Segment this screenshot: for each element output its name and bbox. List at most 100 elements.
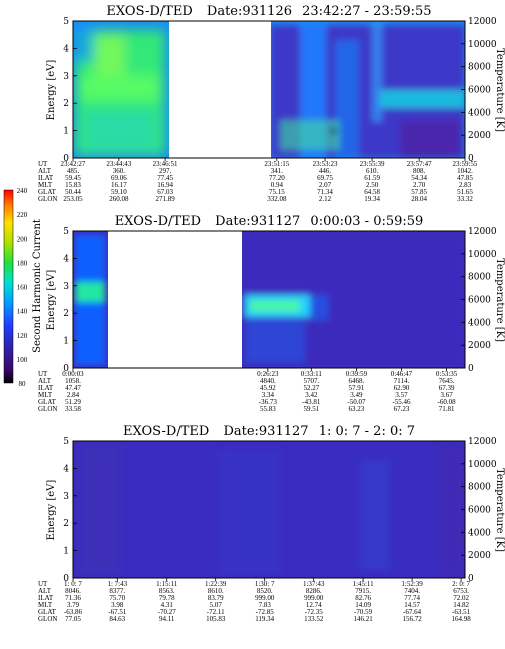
orbit-value: 3.67 [440,391,453,399]
orbit-value: 59.51 [303,405,319,413]
y-right-tick-label: 12000 [468,437,497,447]
y-right-tick-label: 10000 [468,250,497,260]
orbit-value: 51.29 [65,398,81,406]
y-axis-label-right: Temperature [K] [494,258,505,342]
orbit-row-label: ALT [38,587,52,595]
orbit-value: -55.46 [392,398,411,406]
orbit-row-label: ILAT [38,384,54,392]
y-right-tick-label: 0 [468,364,474,374]
orbit-value: 2.70 [413,181,426,189]
panel-instrument: EXOS-D/TED [115,214,201,229]
orbit-value: 0:00:03 [62,370,84,378]
y-right-tick-label: 8000 [468,63,491,73]
orbit-value: 47.47 [65,384,81,392]
orbit-value: 0:26:23 [257,370,279,378]
orbit-value: 133.52 [304,615,324,623]
y-axis-label-right: Temperature [K] [494,468,505,552]
orbit-value: 5.07 [210,601,223,609]
orbit-value: 62.90 [394,384,410,392]
orbit-value: 83.79 [208,594,224,602]
orbit-value: 16.17 [111,181,127,189]
orbit-value: 75.70 [109,594,125,602]
orbit-value: -63.86 [64,608,83,616]
orbit-value: 59.45 [65,174,81,182]
orbit-value: 64.58 [364,188,380,196]
orbit-value: 77.45 [157,174,173,182]
orbit-value: -72.85 [256,608,275,616]
y-right-tick-label: 8000 [468,273,491,283]
orbit-value: 14.82 [453,601,469,609]
orbit-value: 55.83 [260,405,276,413]
orbit-row-label: ILAT [38,174,54,182]
orbit-value: 3.49 [350,391,363,399]
panel-date: Date:931127 [215,214,300,229]
y-tick-label: 2 [63,309,69,319]
y-right-tick-label: 4000 [468,528,491,538]
y-right-tick-label: 12000 [468,17,497,27]
y-tick-label: 4 [63,464,69,474]
orbit-value: 57.85 [411,188,427,196]
panel-2: EXOS-D/TED Date:931127 0:00:03 - 0:59:59… [3,187,505,413]
orbit-value: 5707. [303,377,319,385]
colorbar-tick-label: 160 [17,284,28,292]
orbit-value: 999.00 [255,594,275,602]
orbit-row-label: ALT [38,377,52,385]
orbit-value: 8610. [208,587,224,595]
colorbar-tick-label: 180 [17,259,28,267]
orbit-value: 23:42:27 [61,160,86,168]
panel-time-range: 23:42:27 - 23:59:55 [302,4,431,19]
orbit-value: 28.04 [411,195,427,203]
colorbar-ticks: 80 100 120 140 160 180 200 220 240 [17,187,28,388]
y-tick-label: 0 [63,574,69,584]
orbit-value: 119.34 [255,615,274,623]
orbit-row-label: GLON [38,195,57,203]
y-right-tick-label: 6000 [468,86,491,96]
spectrogram-image [73,231,465,368]
orbit-value: 1:15:11 [156,580,178,588]
orbit-value: 54.34 [411,174,427,182]
orbit-value: 999.00 [304,594,324,602]
orbit-row-label: ILAT [38,594,54,602]
orbit-value: 1:52:39 [401,580,423,588]
orbit-value: -67.64 [403,608,422,616]
orbit-value: 82.76 [355,594,371,602]
orbit-value: 23:55:39 [360,160,385,168]
orbit-value: 71.81 [439,405,455,413]
orbit-value: 3.79 [67,601,80,609]
orbit-value: 77.20 [269,174,285,182]
orbit-value: 2: 0: 7 [452,580,470,588]
y-tick-label: 2 [63,519,69,529]
y-right-tick-label: 0 [468,574,474,584]
orbit-value: 51.65 [457,188,473,196]
orbit-value: 8377. [109,587,125,595]
orbit-value: 1058. [65,377,81,385]
panel-time-range: 0:00:03 - 0:59:59 [310,214,423,229]
orbit-value: 71.36 [65,594,81,602]
orbit-value: 77.05 [65,615,81,623]
orbit-value: 485. [67,167,80,175]
orbit-value: 59.10 [111,188,127,196]
orbit-row-label: MLT [38,601,53,609]
y-tick-label: 5 [63,227,69,237]
orbit-value: -43.81 [302,398,321,406]
colorbar-gradient [3,189,14,384]
y-axis-label: Energy [eV] [46,480,57,541]
panel-date: Date:931127 [223,424,308,439]
y-right-tick-label: 10000 [468,40,497,50]
panel-instrument: EXOS-D/TED [106,4,192,19]
orbit-value: -70.27 [158,608,177,616]
y-axis-label: Energy [eV] [46,270,57,331]
orbit-value: 7114. [394,377,410,385]
orbit-value: 45.92 [260,384,276,392]
orbit-value: 69.06 [111,174,127,182]
panel-date: Date:931126 [207,4,292,19]
orbit-value: -50.07 [347,398,366,406]
y-right-tick-label: 2000 [468,341,491,351]
y-right-tick-label: 10000 [468,460,497,470]
orbit-value: 63.23 [349,405,365,413]
orbit-value: 105.83 [206,615,226,623]
orbit-value: 14.09 [355,601,371,609]
